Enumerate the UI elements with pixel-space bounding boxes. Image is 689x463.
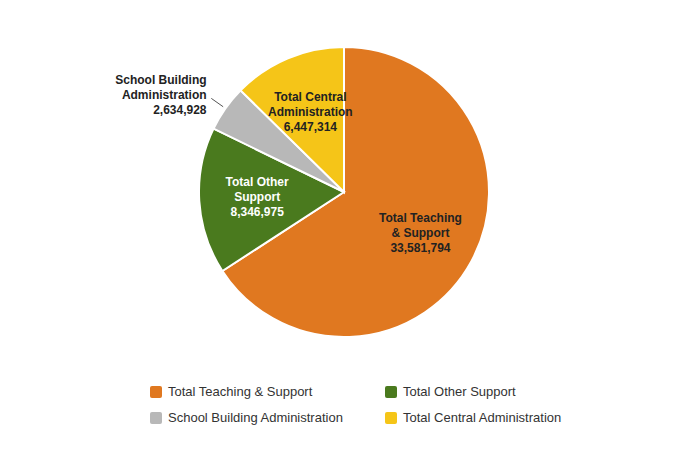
legend-label: Total Other Support <box>403 384 516 399</box>
legend-label: Total Central Administration <box>403 410 561 425</box>
slice-label: Total Teaching& Support <box>379 211 462 240</box>
legend-swatch <box>150 386 162 398</box>
slice-label-line: Support <box>234 190 280 204</box>
legend-label: Total Teaching & Support <box>168 384 313 399</box>
legend-swatch <box>150 412 162 424</box>
legend-label: School Building Administration <box>168 410 343 425</box>
legend: Total Teaching & Support Total Other Supp… <box>150 384 561 425</box>
slice-value-label: 2,634,928 <box>153 103 207 117</box>
slice-label: School BuildingAdministration <box>115 73 206 102</box>
chart: Total Teaching& Support33,581,794 Total O… <box>0 0 689 463</box>
legend-swatch <box>385 386 397 398</box>
slice-label-line: Administration <box>268 105 353 119</box>
data-labels: Total Teaching& Support33,581,794 Total O… <box>115 73 462 255</box>
leader-line <box>211 98 223 106</box>
pie-slice <box>222 47 489 337</box>
pie-slice <box>241 47 344 192</box>
slice-value-label: 33,581,794 <box>390 241 450 255</box>
slice-label-line: Total Central <box>274 90 346 104</box>
slice-label-line: Total Teaching <box>379 211 462 225</box>
slice-label-line: School Building <box>115 73 206 87</box>
slices <box>199 47 489 337</box>
slice-value-label: 6,447,314 <box>284 120 338 134</box>
slice-label-line: Total Other <box>226 175 289 189</box>
slice-label: Total CentralAdministration <box>268 90 353 119</box>
slice-value-label: 8,346,975 <box>230 205 284 219</box>
slice-label-line: & Support <box>391 226 449 240</box>
slice-label-line: Administration <box>122 88 207 102</box>
slice-label: Total OtherSupport <box>226 175 289 204</box>
legend-swatch <box>385 412 397 424</box>
